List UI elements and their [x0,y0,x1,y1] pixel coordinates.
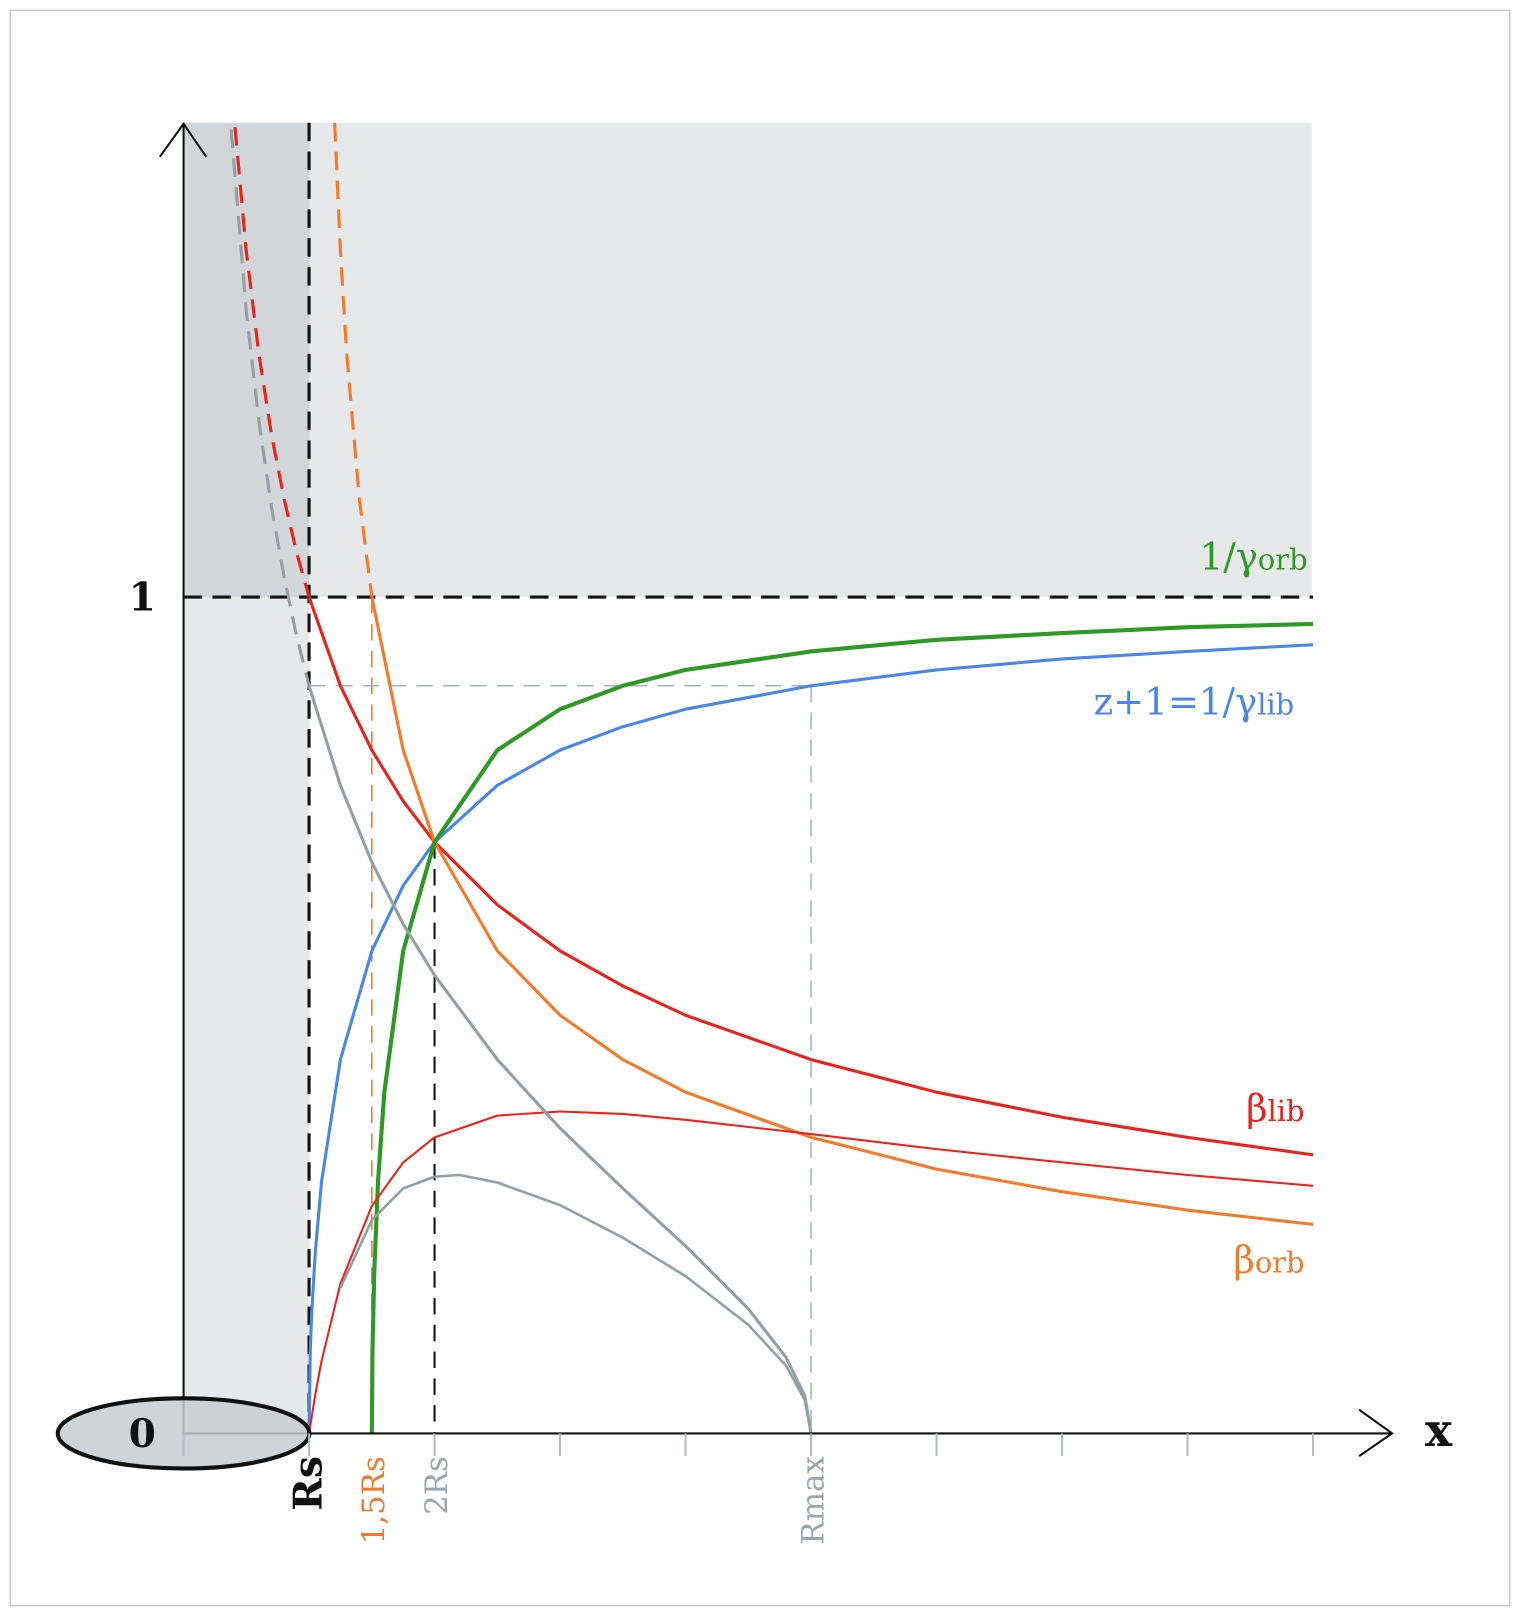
curve-label-subscript: orb [1258,542,1308,576]
inv-gamma-lib-curve [307,643,1314,1434]
x-axis-arrowhead [1358,1408,1394,1457]
y-tick-label-0: 0 [129,1411,156,1457]
shade-above-one [183,122,1312,598]
curve-label-main: β [1233,1239,1254,1282]
shade-inside-rs-above-one [183,122,310,598]
y-tick-label-1: 1 [129,575,156,621]
x-axis-label: x [1425,1403,1453,1457]
beta-orb-curve [370,596,1314,1226]
x-marker-label: 1,5Rs [356,1456,392,1544]
curve-label-subscript: orb [1255,1246,1305,1280]
inv-gamma-lib-label: z+1=1/γlib [1094,681,1295,724]
beta-orb-label: βorb [1233,1239,1304,1282]
inv-gamma-orb-label: 1/γorb [1200,535,1308,578]
x-marker-label: 2Rs [419,1456,455,1515]
curve-label-main: z+1=1/γ [1094,681,1258,724]
gray-thin-curve [339,1173,813,1434]
inv-gamma-orb-curve [369,621,1314,1434]
beta-lib-dashed-curve [233,126,311,598]
x-marker-label: Rs [285,1456,331,1511]
red-thin-curve [308,1110,1314,1434]
gray-thick-dashed-curve [229,129,311,687]
beta-lib-curve [307,596,1314,1157]
gray-thick-curve [307,685,813,1434]
x-marker-label: Rmax [795,1456,831,1545]
y-axis-arrowhead [158,121,208,158]
curve-label-main: 1/γ [1200,535,1258,578]
beta-lib-label: βlib [1246,1087,1304,1130]
beta-orb-dashed-curve [333,122,374,598]
curve-label-subscript: lib [1257,688,1294,722]
curve-label-main: β [1246,1087,1267,1130]
curve-label-subscript: lib [1268,1094,1305,1128]
